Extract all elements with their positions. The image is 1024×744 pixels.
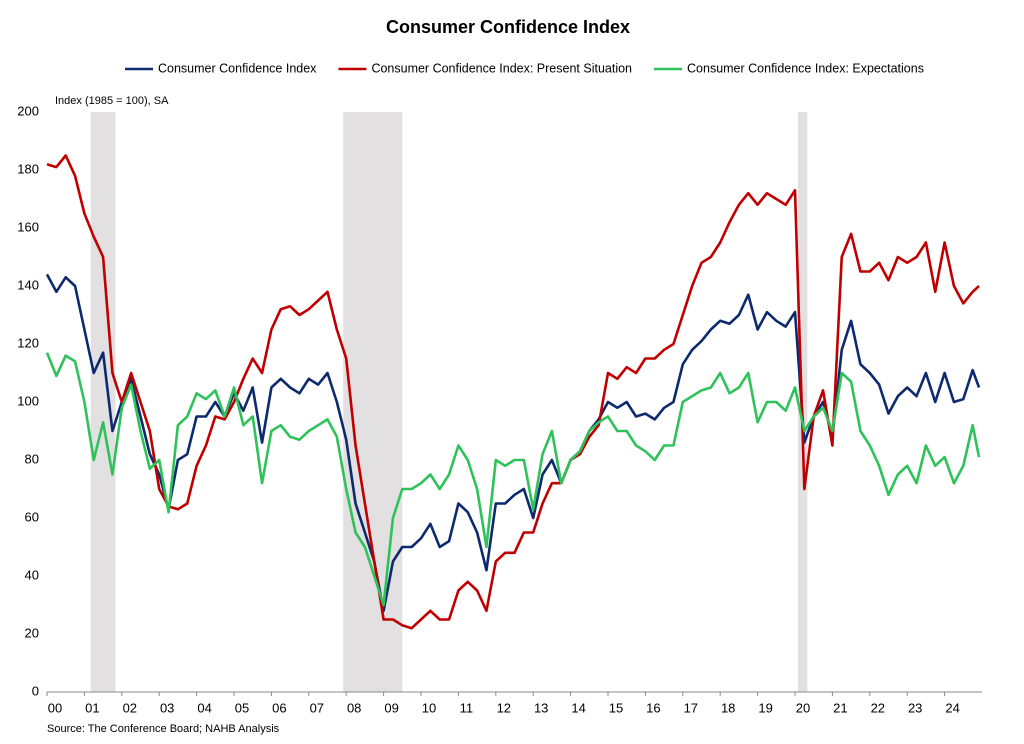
y-tick-label: 140 xyxy=(17,277,39,292)
x-tick-label: 23 xyxy=(908,700,922,715)
x-tick-label: 02 xyxy=(123,700,137,715)
x-tick-label: 19 xyxy=(758,700,772,715)
recession-shade xyxy=(343,112,403,692)
x-tick-label: 11 xyxy=(460,700,474,715)
x-tick-label: 24 xyxy=(945,700,959,715)
chart-title: Consumer Confidence Index xyxy=(386,17,630,37)
x-tick-label: 13 xyxy=(534,700,548,715)
x-tick-label: 16 xyxy=(646,700,660,715)
x-tick-label: 17 xyxy=(684,700,698,715)
x-tick-label: 12 xyxy=(497,700,511,715)
y-tick-label: 100 xyxy=(17,393,39,408)
y-tick-label: 60 xyxy=(25,509,39,524)
x-tick-label: 09 xyxy=(384,700,398,715)
y-tick-label: 120 xyxy=(17,335,39,350)
y-tick-label: 20 xyxy=(25,625,39,640)
x-tick-label: 05 xyxy=(235,700,249,715)
x-tick-label: 06 xyxy=(272,700,286,715)
series-line xyxy=(45,352,981,607)
x-tick-label: 14 xyxy=(571,700,585,715)
y-tick-label: 80 xyxy=(25,451,39,466)
recession-shade xyxy=(90,112,116,692)
x-tick-label: 18 xyxy=(721,700,735,715)
y-tick-label: 200 xyxy=(17,103,39,118)
legend-label: Consumer Confidence Index: Expectations xyxy=(687,61,924,75)
x-tick-label: 07 xyxy=(310,700,324,715)
x-tick-label: 21 xyxy=(833,700,847,715)
source-note: Source: The Conference Board; NAHB Analy… xyxy=(47,723,280,735)
y-tick-label: 160 xyxy=(17,219,39,234)
x-tick-label: 15 xyxy=(609,700,623,715)
x-tick-label: 04 xyxy=(197,700,211,715)
y-tick-label: 0 xyxy=(32,683,39,698)
y-tick-label: 180 xyxy=(17,161,39,176)
x-tick-label: 00 xyxy=(48,700,62,715)
x-tick-label: 03 xyxy=(160,700,174,715)
legend-label: Consumer Confidence Index xyxy=(158,61,317,75)
x-tick-label: 22 xyxy=(871,700,885,715)
x-tick-label: 08 xyxy=(347,700,361,715)
legend-label: Consumer Confidence Index: Present Situa… xyxy=(371,61,632,75)
y-tick-label: 40 xyxy=(25,567,39,582)
series-line xyxy=(46,154,980,630)
x-tick-label: 01 xyxy=(85,700,99,715)
x-tick-label: 20 xyxy=(796,700,810,715)
y-axis-label: Index (1985 = 100), SA xyxy=(55,95,169,107)
x-tick-label: 10 xyxy=(422,700,436,715)
